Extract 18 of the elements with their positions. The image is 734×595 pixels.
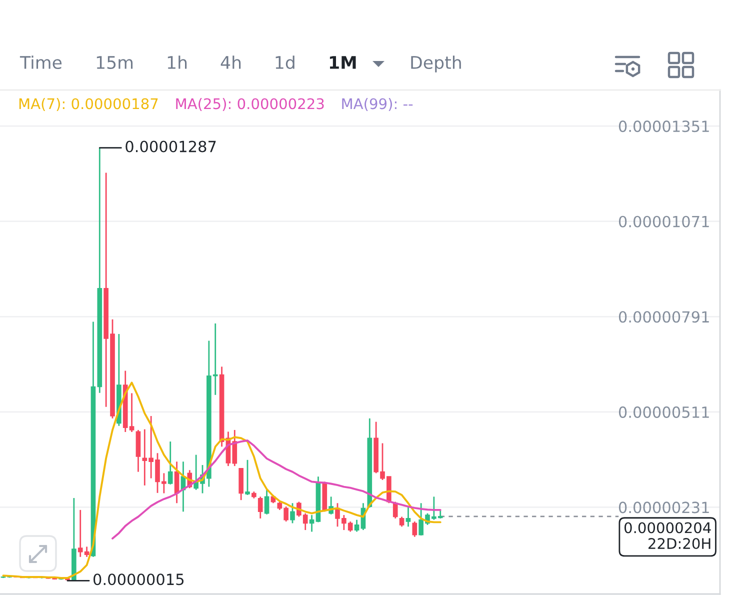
- y-tick-label: 0.00001351: [618, 120, 709, 132]
- y-tick-label: 0.00001071: [618, 216, 709, 228]
- y-tick-label: 0.00000511: [618, 406, 709, 418]
- text: MA(7): 0.00000187: [19, 98, 158, 111]
- annotation: MA(99): --: [342, 98, 413, 111]
- text: 1d: [276, 56, 294, 70]
- annotation: 0.00000015: [94, 574, 184, 586]
- y-tick-label: 0.00000791: [618, 311, 709, 323]
- text: 15m: [96, 56, 133, 70]
- annotation: 0.00001287: [126, 140, 216, 152]
- text: 1h: [168, 56, 187, 69]
- text: 4h: [220, 56, 241, 69]
- ref-line-label: 0.00000204 22D:20H: [624, 522, 711, 550]
- y-tick-label: 0.00000231: [618, 502, 709, 514]
- text: Time: [20, 56, 62, 70]
- text: Depth: [411, 56, 461, 72]
- text: 1M: [330, 56, 356, 69]
- text: MA(25): 0.00000223: [176, 98, 324, 111]
